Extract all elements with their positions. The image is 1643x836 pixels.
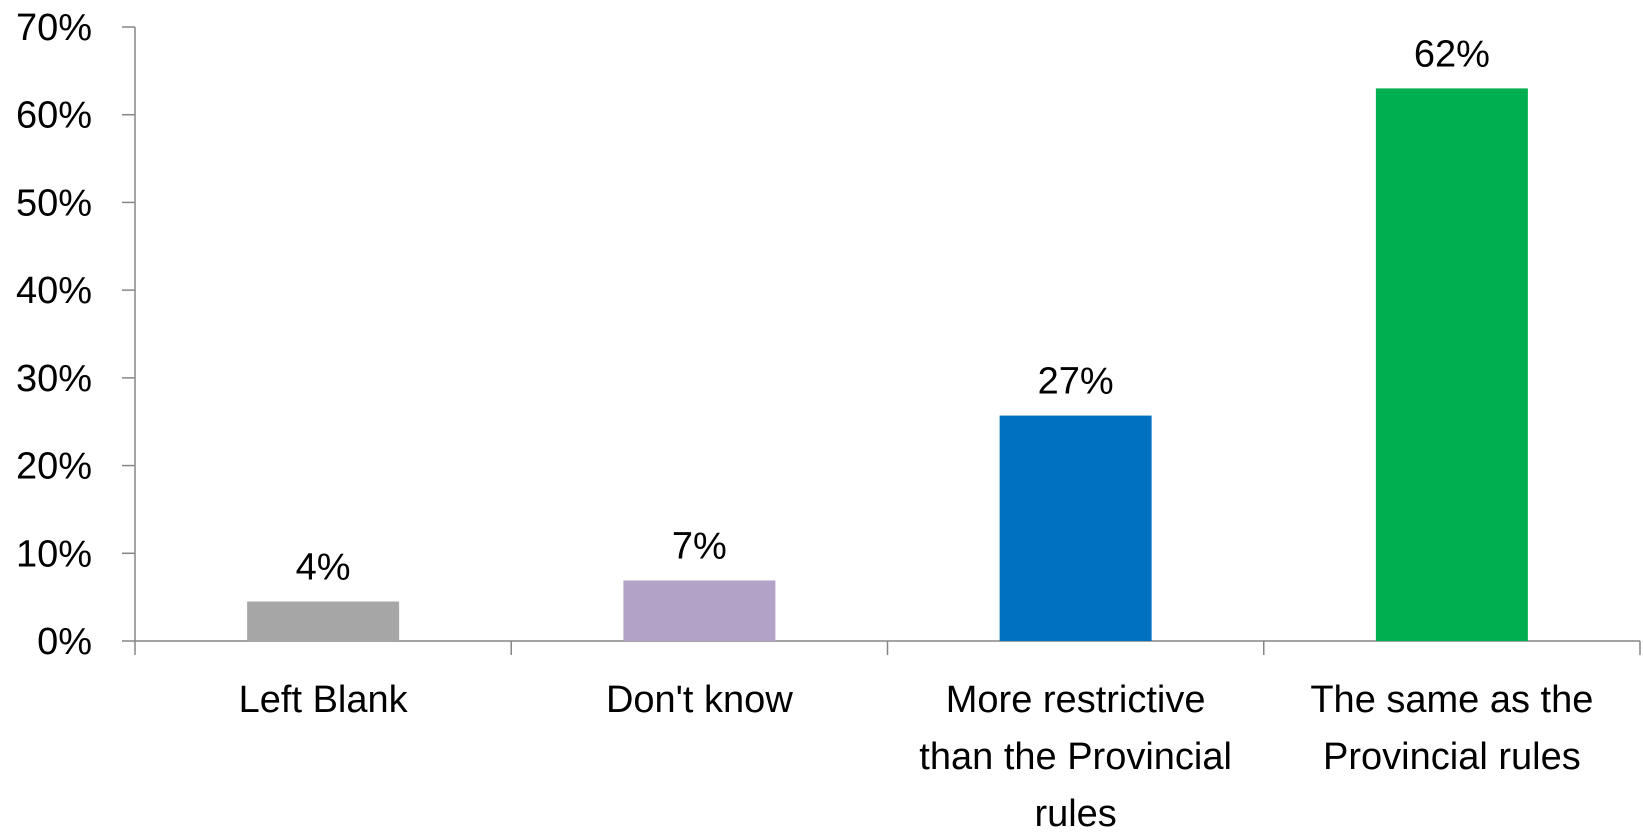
bar bbox=[1375, 88, 1528, 641]
y-tick-label: 50% bbox=[16, 182, 92, 224]
bars bbox=[247, 88, 1528, 641]
x-category-label: Provincial rules bbox=[1323, 736, 1581, 778]
x-category-label: More restrictive bbox=[946, 679, 1206, 721]
data-label: 4% bbox=[296, 547, 351, 589]
labels: 4% Left Blank 7% Don't know 27% More restrict… bbox=[239, 33, 1594, 835]
bar bbox=[999, 415, 1152, 641]
y-tick-label: 70% bbox=[16, 7, 92, 49]
y-tick-label: 0% bbox=[37, 621, 92, 663]
data-label: 7% bbox=[672, 525, 727, 567]
data-label: 27% bbox=[1038, 361, 1114, 403]
y-tick-label: 10% bbox=[16, 533, 92, 575]
x-category-label: rules bbox=[1034, 793, 1116, 835]
x-category-label: Left Blank bbox=[239, 679, 409, 721]
bar bbox=[623, 580, 776, 641]
x-category-label: than the Provincial bbox=[919, 736, 1232, 778]
x-category-label: Don't know bbox=[606, 679, 793, 721]
y-tick-label: 20% bbox=[16, 446, 92, 488]
x-category-label: The same as the bbox=[1310, 679, 1593, 721]
y-tick-label: 60% bbox=[16, 95, 92, 137]
axes: 0% 10% 20% 30% 40% 50% 60% 70% bbox=[16, 7, 1641, 663]
data-label: 62% bbox=[1414, 33, 1490, 75]
bar bbox=[247, 601, 400, 641]
y-tick-label: 40% bbox=[16, 270, 92, 312]
y-tick-label: 30% bbox=[16, 358, 92, 400]
